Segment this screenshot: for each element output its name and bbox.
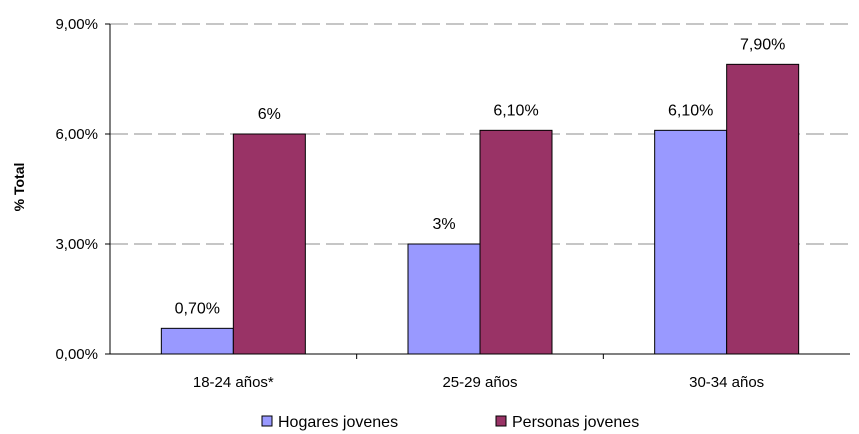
data-label: 0,70% — [175, 300, 220, 317]
data-labels: 0,70% 6% 3% 6,10% 6,10% 7,90% — [175, 36, 786, 317]
bars — [160, 63, 800, 355]
y-tick-label: 3,00% — [55, 236, 98, 253]
data-label: 6,10% — [493, 102, 538, 119]
bar — [479, 129, 553, 355]
y-tick-label: 0,00% — [55, 346, 98, 363]
x-tick-label: 25-29 años — [442, 374, 517, 391]
x-tick-label: 30-34 años — [689, 374, 764, 391]
data-label: 7,90% — [740, 36, 785, 53]
legend: Hogares jovenes Personas jovenes — [261, 414, 639, 431]
bar — [232, 133, 306, 355]
y-tick-label: 6,00% — [55, 126, 98, 143]
bar — [407, 243, 481, 355]
axes: 0,00% 3,00% 6,00% 9,00% 18-24 años* 25-29 año… — [55, 16, 850, 391]
legend-swatch — [495, 415, 507, 427]
legend-label: Hogares jovenes — [278, 414, 398, 431]
bar — [654, 129, 728, 355]
data-label: 3% — [432, 216, 455, 233]
y-tick-label: 9,00% — [55, 16, 98, 33]
bar — [726, 63, 800, 355]
legend-label: Personas jovenes — [512, 414, 639, 431]
bar — [160, 327, 234, 355]
data-label: 6,10% — [668, 102, 713, 119]
y-axis-title: % Total — [11, 163, 27, 212]
legend-swatch — [261, 415, 273, 427]
x-tick-label: 18-24 años* — [193, 374, 274, 391]
data-label: 6% — [258, 106, 281, 123]
